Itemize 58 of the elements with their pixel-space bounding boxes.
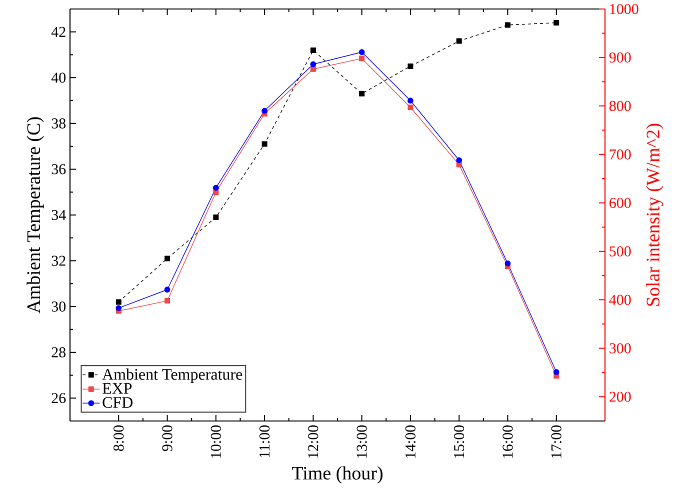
y2-tick-label: 300 [610, 343, 631, 354]
x-axis-title: Time (hour) [292, 466, 382, 484]
point [408, 63, 414, 69]
legend-label: Ambient Temperature [102, 368, 242, 384]
x-tick-label: 11:00 [259, 425, 270, 458]
point [456, 38, 462, 44]
y-tick-label: 34 [52, 210, 66, 220]
point [164, 256, 170, 262]
y2-tick-label: 800 [609, 100, 631, 111]
point [262, 141, 268, 147]
y-tick-label: 42 [51, 26, 66, 37]
x-tick-label: 9:00 [162, 425, 172, 452]
point [212, 184, 219, 191]
x-tick-label: 14:00 [405, 425, 416, 458]
y2-tick-label: 500 [610, 246, 631, 256]
y-axis-title: Ambient Temperature (C) [26, 117, 44, 314]
y-tick-label: 38 [52, 118, 66, 128]
point [310, 61, 316, 68]
x-tick-label: 15:00 [454, 425, 464, 458]
y-tick-label: 40 [51, 72, 66, 83]
point [358, 49, 365, 56]
y2-tick-label: 400 [609, 294, 631, 305]
point [504, 260, 511, 266]
y2-tick-label: 700 [610, 149, 631, 160]
y2-tick-label: 1000 [610, 4, 638, 14]
y2-tick-label: 900 [609, 52, 631, 63]
point [359, 56, 365, 62]
y-tick-label: 36 [52, 164, 66, 174]
point [553, 369, 560, 375]
point [262, 108, 268, 114]
point [116, 299, 122, 305]
point [554, 20, 560, 26]
point [164, 298, 170, 304]
legend-label: CFD [102, 397, 133, 408]
y-tick-label: 32 [52, 256, 66, 266]
point [116, 305, 122, 312]
point [310, 66, 316, 72]
y-tick-label: 26 [52, 393, 66, 404]
y2-axis-title: Solar intensity (W/m^2) [646, 124, 664, 306]
y-tick-label: 30 [52, 301, 66, 312]
point [504, 22, 510, 28]
x-tick-label: 16:00 [502, 425, 513, 458]
point [164, 286, 170, 293]
point [213, 214, 219, 220]
y2-tick-label: 600 [610, 198, 631, 208]
x-tick-label: 10:00 [210, 425, 222, 458]
legend-label: EXP [102, 383, 132, 394]
point [408, 98, 414, 104]
x-tick-label: 8:00 [114, 425, 124, 451]
y-tick-label: 28 [52, 347, 66, 358]
point [310, 47, 316, 53]
point [456, 157, 462, 164]
x-tick-label: 17:00 [551, 425, 562, 458]
x-tick-label: 13:00 [356, 425, 367, 458]
x-tick-label: 12:00 [308, 425, 318, 458]
point [359, 90, 365, 96]
y2-tick-label: 200 [610, 392, 631, 402]
point [408, 104, 414, 110]
